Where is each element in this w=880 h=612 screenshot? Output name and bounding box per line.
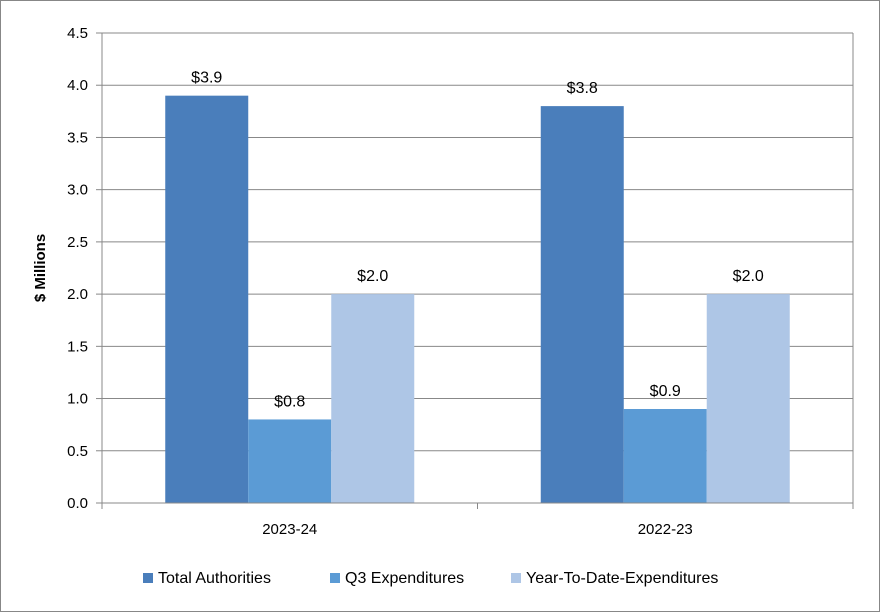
- y-tick-label: 4.0: [67, 77, 88, 94]
- legend-label: Total Authorities: [158, 570, 271, 587]
- legend-label: Year-To-Date-Expenditures: [526, 570, 718, 587]
- legend-label: Q3 Expenditures: [345, 570, 464, 587]
- y-tick-label: 0.0: [67, 495, 88, 512]
- bar-q3-expenditures-2023-24: [248, 419, 332, 503]
- y-tick-label: 3.5: [67, 129, 88, 146]
- bar-q3-expenditures-2022-23: [623, 409, 707, 503]
- x-axis: 2023-24 2022-23: [101, 502, 854, 538]
- y-tick-label: 2.5: [67, 234, 88, 251]
- y-axis-title: $ Millions: [32, 234, 49, 302]
- bars: [165, 95, 790, 504]
- y-tick-label: 0.5: [67, 443, 88, 460]
- bar-year-to-date-expenditures-2023-24: [331, 294, 415, 503]
- data-label: $3.9: [191, 70, 222, 87]
- y-tick-label: 4.5: [67, 25, 88, 42]
- legend: Total Authorities Q3 Expenditures Year-To-…: [143, 570, 718, 587]
- legend-item: Year-To-Date-Expenditures: [511, 570, 718, 587]
- data-label: $0.8: [274, 393, 305, 410]
- y-tick-label: 3.0: [67, 182, 88, 199]
- data-label: $3.8: [567, 80, 598, 97]
- legend-item: Q3 Expenditures: [330, 570, 464, 587]
- y-tick-label: 1.0: [67, 391, 88, 408]
- x-tick-label: 2022-23: [638, 521, 693, 538]
- legend-swatch: [330, 573, 340, 583]
- y-tick-label: 2.0: [67, 286, 88, 303]
- data-label: $0.9: [650, 383, 681, 400]
- x-tick-label: 2023-24: [262, 521, 317, 538]
- bar-year-to-date-expenditures-2022-23: [706, 294, 790, 503]
- y-axis-ticks: 0.0 0.5 1.0 1.5 2.0 2.5 3.0 3.5 4.0 4.5: [67, 25, 102, 512]
- legend-swatch: [511, 573, 521, 583]
- bar-total-authorities-2022-23: [540, 106, 624, 503]
- data-labels: $3.9 $0.8 $2.0 $3.8 $0.9 $2.0: [191, 70, 764, 411]
- data-label: $2.0: [357, 268, 388, 285]
- y-tick-label: 1.5: [67, 338, 88, 355]
- legend-item: Total Authorities: [143, 570, 271, 587]
- bar-total-authorities-2023-24: [165, 95, 249, 504]
- data-label: $2.0: [733, 268, 764, 285]
- legend-swatch: [143, 573, 153, 583]
